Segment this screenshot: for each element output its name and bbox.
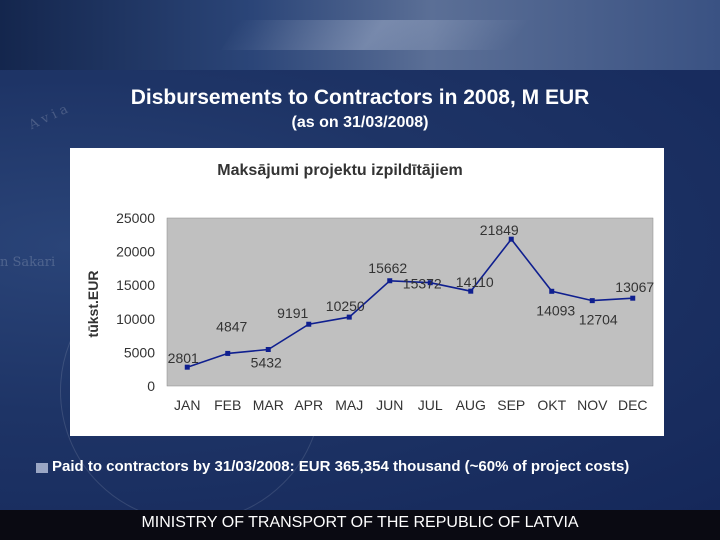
x-tick-label: JUN xyxy=(376,397,403,413)
chart-container: Maksājumi projektu izpildītājiem 0 5000 10… xyxy=(70,148,664,436)
plot-area xyxy=(166,217,654,387)
data-point xyxy=(549,288,555,294)
data-label: 21849 xyxy=(480,222,519,238)
x-tick-label: AUG xyxy=(456,397,486,413)
x-tick-label: MAR xyxy=(253,397,284,413)
y-tick-label: 20000 xyxy=(116,244,155,260)
data-label: 12704 xyxy=(579,312,618,328)
map-decoration-text: n Sakari xyxy=(0,255,56,270)
data-label: 14093 xyxy=(536,302,575,318)
data-point xyxy=(225,350,231,356)
data-label: 13067 xyxy=(615,279,654,295)
x-tick-label: JUL xyxy=(418,397,443,413)
slide-title: Disbursements to Contractors in 2008, M … xyxy=(130,86,590,109)
y-axis-label: tūkst.EUR xyxy=(85,271,101,338)
y-tick-label: 0 xyxy=(147,378,155,394)
y-tick-label: 25000 xyxy=(116,210,155,226)
data-point xyxy=(630,295,636,301)
caption-text: Paid to contractors by 31/03/2008: EUR 3… xyxy=(52,458,630,475)
data-label: 15372 xyxy=(403,276,442,292)
y-tick-label: 5000 xyxy=(124,344,155,360)
slide-subtitle: (as on 31/03/2008) xyxy=(291,114,429,131)
chart-title: Maksājumi projektu izpildītājiem xyxy=(217,162,463,179)
data-point xyxy=(589,298,595,304)
data-point xyxy=(427,280,433,286)
data-label: 2801 xyxy=(168,350,199,366)
x-tick-label: JAN xyxy=(174,397,200,413)
header-banner-image xyxy=(0,0,720,70)
x-tick-label: MAJ xyxy=(335,397,363,413)
data-label: 14110 xyxy=(456,274,494,290)
data-label: 5432 xyxy=(251,354,282,370)
data-point xyxy=(306,321,312,327)
data-point xyxy=(265,346,271,352)
x-tick-label: FEB xyxy=(214,397,241,413)
data-point xyxy=(468,288,474,294)
data-label: 15662 xyxy=(368,260,407,276)
bullet-icon xyxy=(36,463,48,473)
x-tick-label: SEP xyxy=(497,397,525,413)
series-line xyxy=(187,237,633,368)
x-tick-label: APR xyxy=(294,397,323,413)
footer-text: MINISTRY OF TRANSPORT OF THE REPUBLIC OF… xyxy=(141,514,579,531)
y-tick-label: 15000 xyxy=(116,277,155,293)
x-tick-label: NOV xyxy=(577,397,608,413)
x-tick-label: OKT xyxy=(537,397,566,413)
data-point xyxy=(387,278,393,284)
data-label: 4847 xyxy=(216,318,247,334)
x-tick-label: DEC xyxy=(618,397,648,413)
line-chart: 0 5000 10000 15000 20000 25000 JAN FEB MAR APR MA… xyxy=(85,210,654,413)
data-point xyxy=(508,236,514,242)
y-tick-label: 10000 xyxy=(116,311,155,327)
data-point xyxy=(346,314,352,320)
footer-bar xyxy=(0,510,720,540)
data-point xyxy=(184,364,190,370)
data-label: 9191 xyxy=(277,305,308,321)
data-label: 10250 xyxy=(326,298,365,314)
